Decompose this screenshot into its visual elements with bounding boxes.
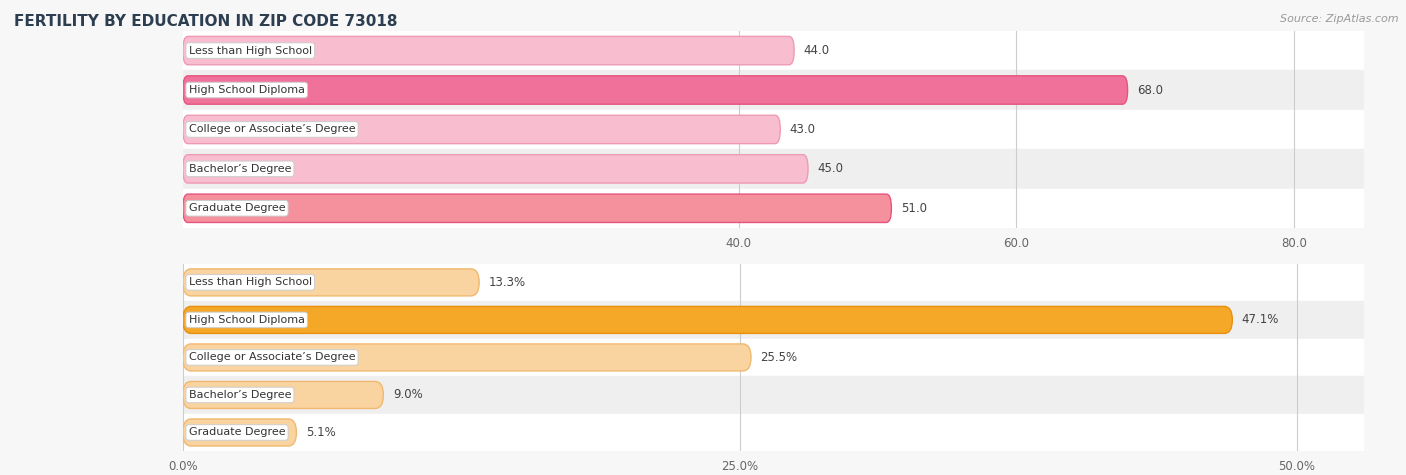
Text: Graduate Degree: Graduate Degree xyxy=(188,203,285,213)
Text: Bachelor’s Degree: Bachelor’s Degree xyxy=(188,390,291,400)
FancyBboxPatch shape xyxy=(183,37,794,65)
Bar xyxy=(183,31,1364,70)
Text: 13.3%: 13.3% xyxy=(489,276,526,289)
Text: 9.0%: 9.0% xyxy=(392,389,423,401)
Text: Graduate Degree: Graduate Degree xyxy=(188,428,285,437)
Text: 47.1%: 47.1% xyxy=(1241,314,1279,326)
FancyBboxPatch shape xyxy=(183,419,297,446)
FancyBboxPatch shape xyxy=(183,155,808,183)
FancyBboxPatch shape xyxy=(183,115,780,143)
Text: 44.0: 44.0 xyxy=(804,44,830,57)
FancyBboxPatch shape xyxy=(183,194,891,222)
Bar xyxy=(183,189,1364,228)
FancyBboxPatch shape xyxy=(183,381,384,408)
Bar xyxy=(183,414,1364,451)
Bar xyxy=(183,376,1364,414)
FancyBboxPatch shape xyxy=(183,269,479,296)
Text: High School Diploma: High School Diploma xyxy=(188,85,305,95)
Text: 25.5%: 25.5% xyxy=(761,351,797,364)
Text: Bachelor’s Degree: Bachelor’s Degree xyxy=(188,164,291,174)
Bar xyxy=(183,70,1364,110)
Text: College or Associate’s Degree: College or Associate’s Degree xyxy=(188,124,356,134)
Text: 43.0: 43.0 xyxy=(790,123,815,136)
Bar xyxy=(183,264,1364,301)
Bar xyxy=(183,110,1364,149)
Bar xyxy=(183,301,1364,339)
Text: 51.0: 51.0 xyxy=(901,202,927,215)
Text: 45.0: 45.0 xyxy=(817,162,844,175)
FancyBboxPatch shape xyxy=(183,306,1232,333)
Text: Less than High School: Less than High School xyxy=(188,277,312,287)
Bar xyxy=(183,149,1364,189)
Text: 5.1%: 5.1% xyxy=(307,426,336,439)
Text: 68.0: 68.0 xyxy=(1137,84,1163,96)
Bar xyxy=(183,339,1364,376)
Text: FERTILITY BY EDUCATION IN ZIP CODE 73018: FERTILITY BY EDUCATION IN ZIP CODE 73018 xyxy=(14,14,398,29)
Text: Source: ZipAtlas.com: Source: ZipAtlas.com xyxy=(1281,14,1399,24)
FancyBboxPatch shape xyxy=(183,344,751,371)
Text: Less than High School: Less than High School xyxy=(188,46,312,56)
Text: College or Associate’s Degree: College or Associate’s Degree xyxy=(188,352,356,362)
FancyBboxPatch shape xyxy=(183,76,1128,104)
Text: High School Diploma: High School Diploma xyxy=(188,315,305,325)
